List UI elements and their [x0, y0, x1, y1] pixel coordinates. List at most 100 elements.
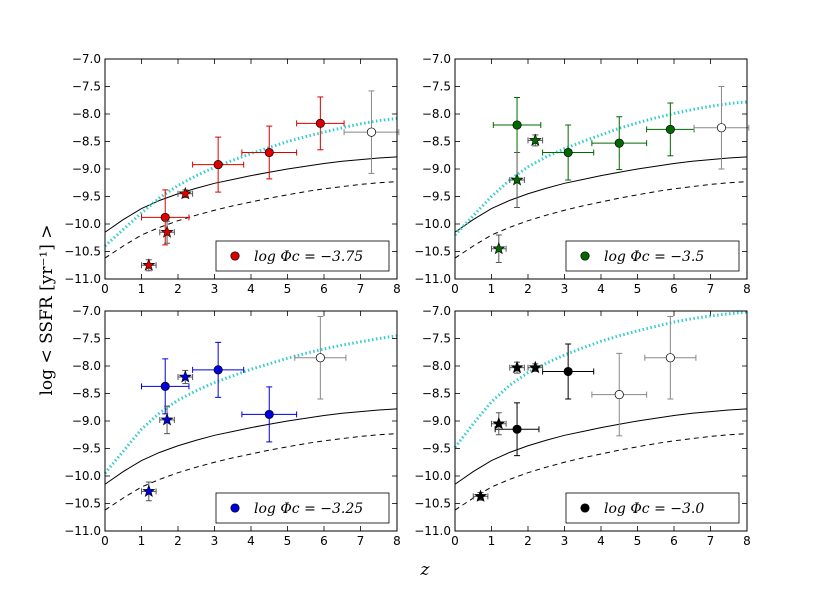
y-tick-label: −9.5: [422, 190, 451, 204]
x-tick-label: 3: [211, 534, 219, 548]
panel-frame: [454, 58, 748, 280]
x-tick-label: 0: [101, 282, 109, 296]
model-curve-dotted: [453, 310, 748, 449]
circle-point: [264, 409, 274, 419]
circle-point: [563, 147, 573, 158]
x-tick-label: 6: [320, 534, 328, 548]
x-tick-label: 8: [743, 534, 751, 548]
circle-point: [213, 160, 223, 170]
circle-point: [213, 365, 223, 375]
x-tick-label: 7: [357, 534, 365, 548]
panel-frame: [454, 310, 748, 532]
panel-bottom-right: 0 1 2 3 4 5 6 7 8 −11.0 −10.5 −10.0 −9.5 −9.0 −8.5 −8.0…: [414, 304, 751, 548]
legend-marker: [230, 251, 240, 261]
x-tick-label: 8: [393, 534, 401, 548]
model-curve-solid: [104, 156, 398, 233]
circle-point: [512, 424, 522, 434]
y-tick-label: −7.5: [72, 332, 101, 346]
star-point: [528, 360, 542, 374]
star-point: [510, 360, 524, 374]
legend: log Φc = −3.5: [565, 240, 740, 272]
x-tick-label: 3: [561, 534, 569, 548]
legend-label: log Φc = −3.25: [254, 501, 363, 517]
panel-top-left: 0 1 2 3 4 5 6 7 8 −11.0 −10.5 −10.0 −9.5 −9.0 −8.5 −8.0…: [64, 52, 401, 296]
x-tick-label: 8: [743, 282, 751, 296]
x-tick-label: 4: [597, 282, 605, 296]
x-tick-label: 6: [320, 282, 328, 296]
y-tick-label: −11.0: [414, 272, 451, 286]
y-tick-label: −11.0: [414, 524, 451, 538]
y-axis-label: log < SSFR [yr⁻¹] >: [37, 224, 57, 395]
star-point: [492, 241, 506, 255]
x-tick-label: 0: [451, 534, 459, 548]
y-tick-label: −8.5: [72, 135, 101, 149]
y-tick-label: −9.0: [72, 414, 101, 428]
x-tick-label: 0: [101, 534, 109, 548]
x-tick-label: 4: [247, 534, 255, 548]
y-tick-label: −8.0: [422, 359, 451, 373]
circle-point: [614, 138, 624, 148]
y-tick-label: −7.5: [422, 332, 451, 346]
x-tick-label: 5: [284, 534, 292, 548]
x-tick-label: 7: [357, 282, 365, 296]
legend: log Φc = −3.0: [565, 492, 740, 524]
x-tick-label: 5: [634, 534, 642, 548]
y-tick-label: −11.0: [64, 524, 101, 538]
star-point: [178, 186, 192, 200]
y-tick-label: −10.5: [414, 497, 451, 511]
y-tick-label: −8.5: [422, 387, 451, 401]
legend-box: [565, 240, 740, 272]
x-tick-label: 2: [524, 534, 532, 548]
panel-top-right: 0 1 2 3 4 5 6 7 8 −11.0 −10.5 −10.0 −9.5 −9.0 −8.5 −8.0…: [414, 52, 751, 296]
x-tick-label: 6: [670, 534, 678, 548]
star-point: [474, 489, 488, 502]
star-point: [160, 413, 174, 426]
star-point: [510, 173, 524, 186]
model-curve-solid: [454, 408, 748, 485]
x-tick-label: 5: [284, 282, 292, 296]
panel-bottom-left: 0 1 2 3 4 5 6 7 8 −11.0 −10.5 −10.0 −9.5 −9.0 −8.5 −8.0…: [64, 304, 401, 548]
x-tick-label: 7: [707, 282, 715, 296]
x-tick-label: 1: [138, 282, 146, 296]
legend-box: [215, 240, 390, 272]
circle-point: [264, 147, 274, 158]
model-curve-dashed: [454, 433, 748, 511]
legend-box: [215, 492, 390, 524]
legend-marker: [230, 503, 240, 513]
y-tick-label: −7.0: [72, 304, 101, 318]
star-point: [528, 133, 542, 146]
circle-point: [614, 390, 624, 400]
y-tick-label: −9.0: [422, 162, 451, 176]
y-tick-label: −10.0: [414, 217, 451, 231]
model-curve-solid: [104, 408, 398, 485]
circle-point: [716, 123, 726, 133]
circle-point: [563, 366, 573, 377]
x-tick-label: 3: [211, 282, 219, 296]
legend-marker: [580, 251, 590, 261]
y-tick-label: −9.5: [422, 442, 451, 456]
y-tick-label: −9.5: [72, 190, 101, 204]
x-tick-label: 2: [174, 534, 182, 548]
y-tick-label: −7.0: [422, 52, 451, 66]
y-tick-label: −10.0: [414, 469, 451, 483]
model-curve-solid: [454, 156, 748, 233]
x-tick-label: 0: [451, 282, 459, 296]
x-tick-label: 8: [393, 282, 401, 296]
legend-box: [565, 492, 740, 524]
legend-label: log Φc = −3.5: [604, 249, 704, 265]
x-tick-label: 3: [561, 282, 569, 296]
y-tick-label: −7.0: [422, 304, 451, 318]
y-tick-label: −8.5: [422, 135, 451, 149]
x-tick-label: 5: [634, 282, 642, 296]
y-tick-label: −9.5: [72, 442, 101, 456]
x-tick-label: 2: [174, 282, 182, 296]
y-tick-label: −10.5: [414, 245, 451, 259]
y-tick-label: −7.0: [72, 52, 101, 66]
circle-point: [366, 127, 376, 137]
x-tick-label: 2: [524, 282, 532, 296]
x-tick-label: 1: [488, 534, 496, 548]
circle-point: [665, 124, 675, 134]
x-axis-label: z: [420, 560, 431, 580]
circle-point: [665, 353, 675, 363]
